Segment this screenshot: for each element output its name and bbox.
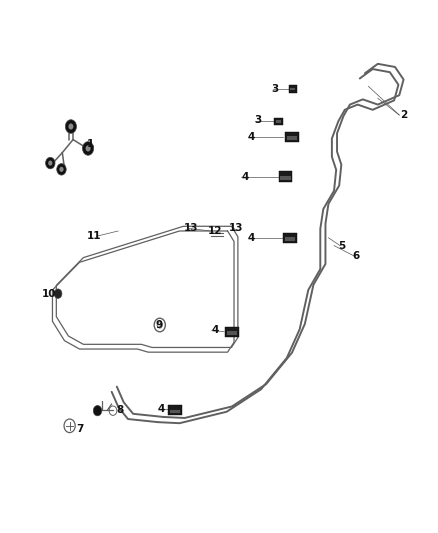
Bar [225,327,239,337]
Bar [283,232,297,243]
Circle shape [65,120,77,133]
Text: 4: 4 [247,233,255,243]
Text: 1: 1 [87,139,94,149]
Bar [276,120,281,123]
Bar [168,405,182,415]
Bar [285,132,299,142]
Text: 3: 3 [254,115,261,125]
Text: 2: 2 [400,110,407,120]
Text: 10: 10 [42,289,57,298]
Text: 8: 8 [117,405,124,415]
Bar [290,88,295,91]
Text: 3: 3 [271,84,279,94]
Text: 6: 6 [353,251,360,261]
Bar [287,136,297,140]
Text: 11: 11 [87,231,102,241]
Bar [285,237,295,241]
Circle shape [93,406,102,416]
Text: 9: 9 [155,320,162,330]
Text: 12: 12 [208,226,222,236]
Text: 4: 4 [157,403,165,414]
Text: 4: 4 [247,132,255,142]
Bar [170,410,180,413]
Text: 13: 13 [184,223,198,233]
Text: 4: 4 [241,172,248,182]
Bar [279,172,293,182]
Circle shape [59,167,64,172]
Circle shape [85,146,91,151]
Bar [280,176,291,180]
Circle shape [68,124,74,130]
Circle shape [54,289,62,298]
Circle shape [46,157,55,169]
Text: 13: 13 [229,223,244,233]
Circle shape [48,160,53,166]
Circle shape [57,164,66,175]
Text: 5: 5 [338,240,345,251]
Circle shape [82,142,94,155]
Bar [274,118,283,125]
Bar [227,332,237,335]
Text: 7: 7 [76,424,83,434]
Bar [289,85,297,93]
Text: 4: 4 [211,325,219,335]
